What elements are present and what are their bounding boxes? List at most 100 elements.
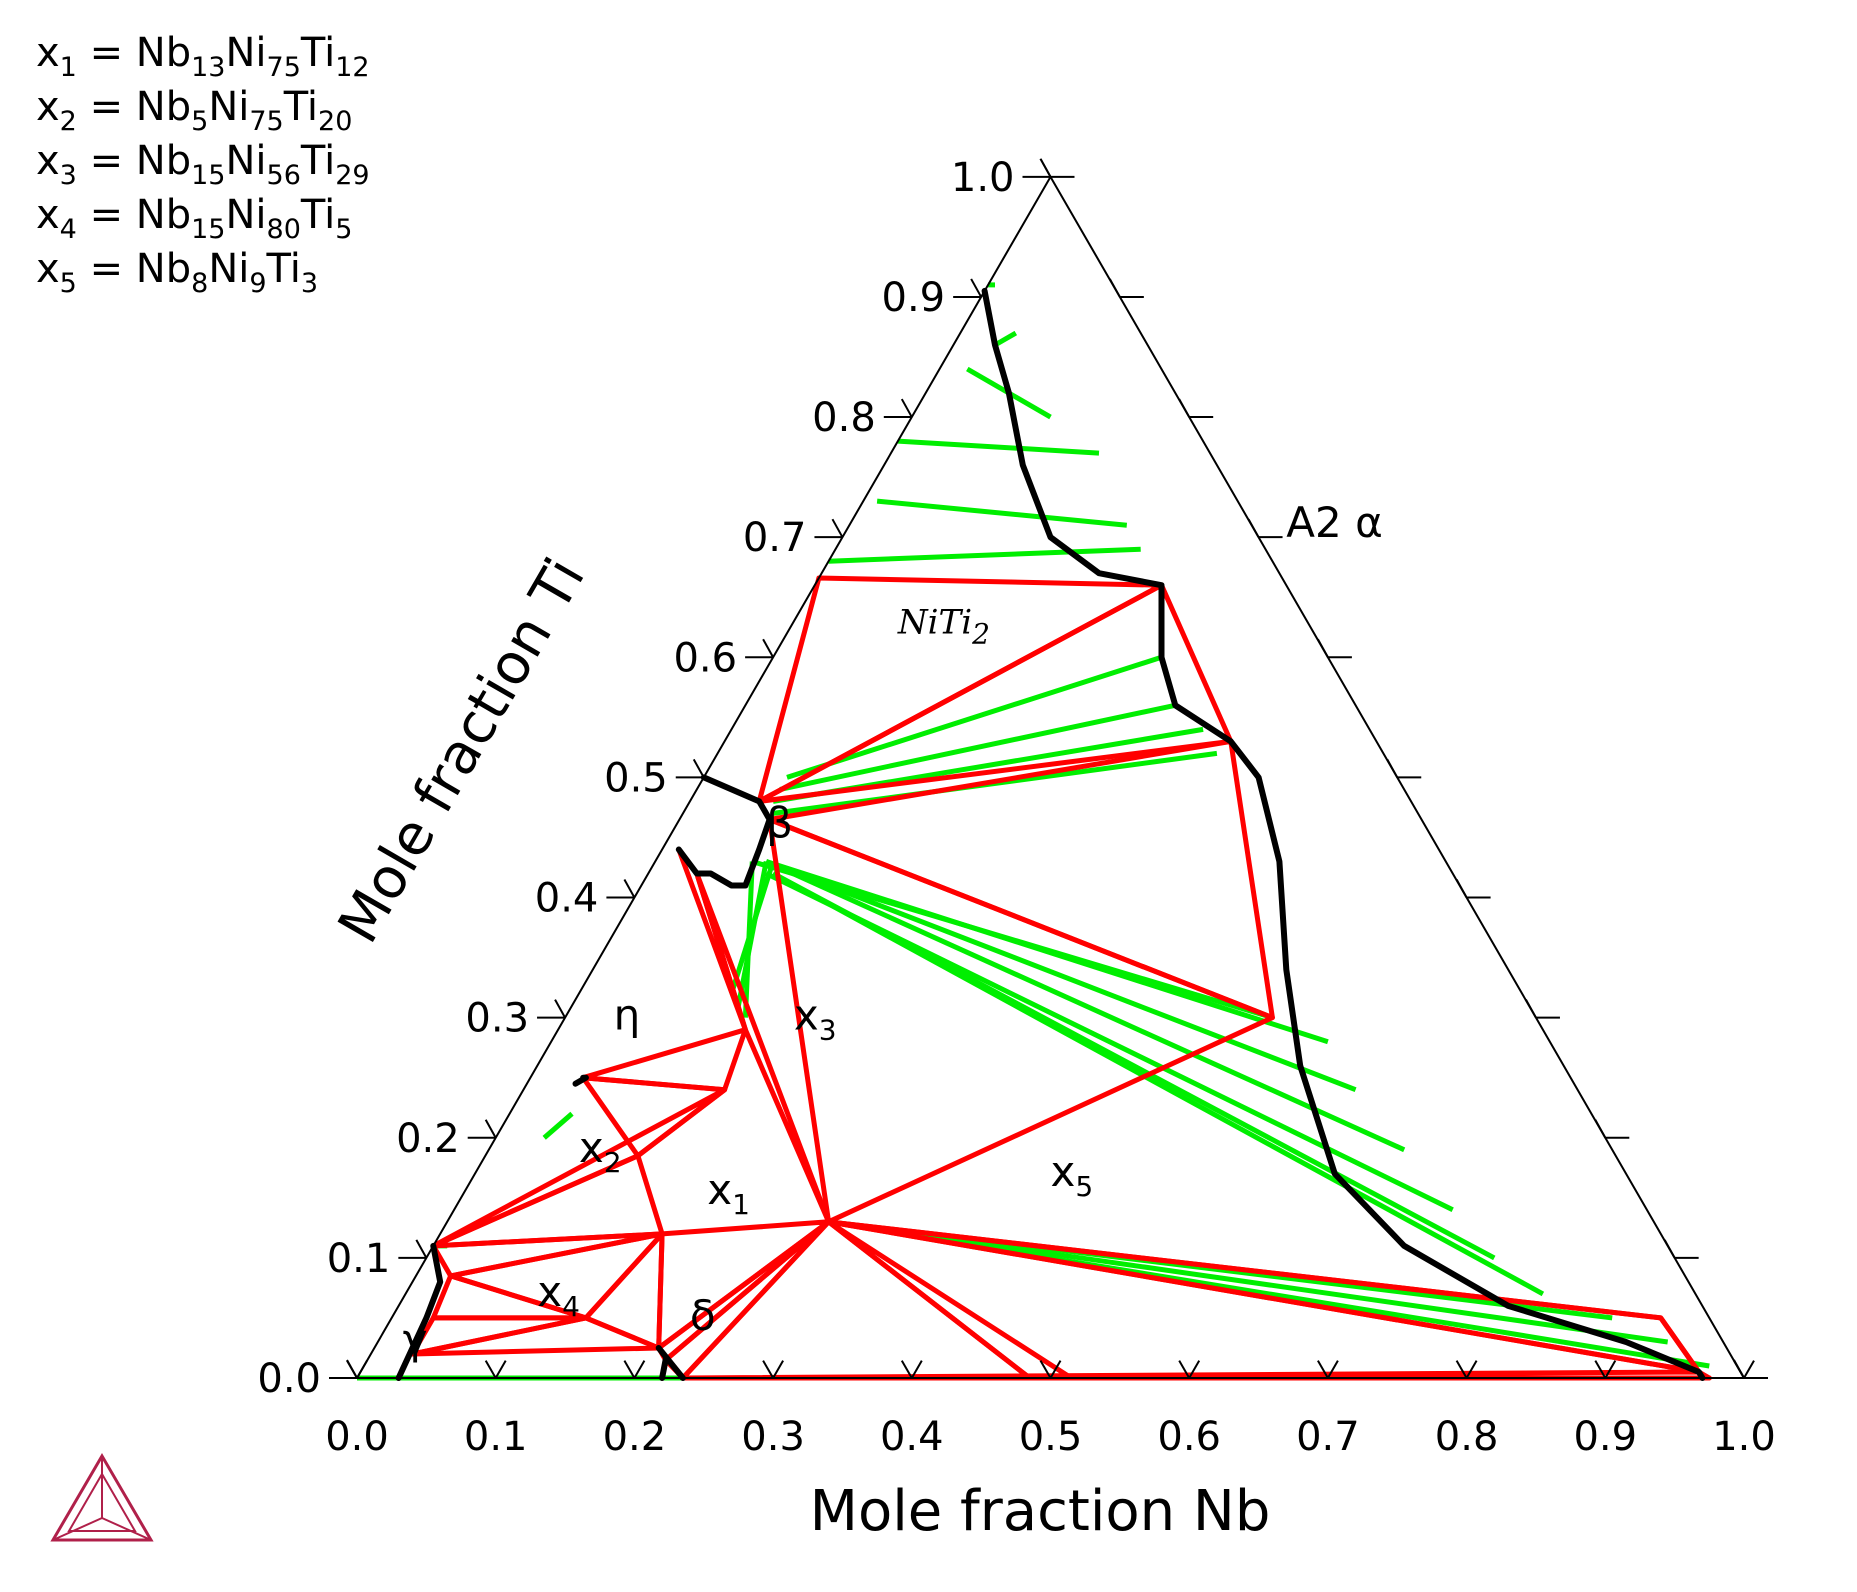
legend-x5: x5 = Nb8Ni9Ti3 <box>36 246 319 299</box>
x-tick-label: 0.2 <box>603 1414 667 1460</box>
tie-line <box>542 1111 574 1140</box>
y-tick-mark <box>346 1359 358 1379</box>
right-tick-mark <box>1594 1119 1607 1139</box>
y-tick-mark <box>554 999 566 1019</box>
tie-line <box>779 702 1176 792</box>
three-phase-triangle <box>583 1231 665 1351</box>
y-tick-mark <box>970 278 983 298</box>
x-tick-label: 0.9 <box>1573 1414 1637 1460</box>
y-tick-mark <box>900 398 913 418</box>
y-tick-mark <box>692 758 705 778</box>
right-tick-mark <box>1039 158 1052 178</box>
y-tick-mark <box>484 1119 497 1139</box>
tie-lines <box>357 282 1710 1381</box>
phase-label: δ <box>690 1291 716 1340</box>
y-tick-label: 0.0 <box>257 1356 321 1402</box>
tie-line <box>786 654 1163 780</box>
phase-label: x2 <box>579 1123 622 1179</box>
three-phase-triangle <box>756 582 1234 804</box>
x-tick-mark <box>1039 1360 1052 1379</box>
tie-line <box>729 860 776 995</box>
x-tick-label: 0.1 <box>464 1414 528 1460</box>
x-tick-mark <box>633 1360 646 1379</box>
tie-line <box>828 1219 1669 1345</box>
right-tick-mark <box>1663 1239 1676 1259</box>
x-tick-label: 0.5 <box>1019 1414 1083 1460</box>
right-tick-mark <box>1455 879 1468 899</box>
x-tick-mark <box>484 1360 497 1379</box>
right-tick-mark <box>1178 398 1191 418</box>
x-tick-label: 0.8 <box>1435 1414 1499 1460</box>
x-tick-mark <box>1455 1360 1468 1379</box>
right-tick-mark <box>1317 638 1329 658</box>
phase-label: x3 <box>794 991 837 1047</box>
y-tick-label: 0.2 <box>396 1116 460 1162</box>
y-tick-label: 0.8 <box>812 395 876 441</box>
right-tick-mark <box>1108 278 1121 298</box>
phase-label: NiTi2 <box>897 602 990 650</box>
x-tick-mark <box>910 1360 923 1379</box>
legend-x1: x1 = Nb13Ni75Ti12 <box>36 30 370 83</box>
x-tick-label: 1.0 <box>1712 1414 1776 1460</box>
right-tick-mark <box>1247 518 1260 538</box>
x-tick-mark <box>1604 1360 1617 1379</box>
x-tick-mark <box>1743 1360 1755 1379</box>
three-phase-triangle <box>694 871 832 1225</box>
tie-line <box>828 546 1141 564</box>
x-tick-mark <box>1594 1360 1607 1379</box>
right-tick-mark <box>1525 999 1537 1019</box>
x-tick-mark <box>1327 1360 1339 1379</box>
phase-label: x4 <box>537 1267 580 1323</box>
x-tick-mark <box>494 1360 507 1379</box>
legend-x2: x2 = Nb5Ni75Ti20 <box>36 84 353 137</box>
phase-boundaries <box>395 287 1706 1381</box>
x-tick-mark <box>623 1360 636 1379</box>
phase-boundary <box>675 774 773 889</box>
tie-line <box>765 859 1357 1093</box>
three-phase-triangle <box>430 1153 665 1249</box>
phase-boundary <box>395 1242 444 1381</box>
x-tick-label: 0.3 <box>741 1414 805 1460</box>
three-phase-triangle <box>410 1315 662 1357</box>
y-tick-mark <box>831 518 844 538</box>
x-tick-mark <box>356 1360 368 1379</box>
x-tick-label: 0.6 <box>1157 1414 1221 1460</box>
y-tick-mark <box>623 879 636 899</box>
right-tick-mark <box>1386 758 1399 778</box>
x-tick-mark <box>772 1360 784 1379</box>
x-tick-mark <box>1465 1360 1478 1379</box>
y-tick-label: 1.0 <box>951 155 1015 201</box>
x-tick-mark <box>1733 1360 1745 1379</box>
y-tick-label: 0.4 <box>535 876 599 922</box>
composition-legend: x1 = Nb13Ni75Ti12 x2 = Nb5Ni75Ti20 x3 = … <box>36 30 436 350</box>
y-tick-mark <box>415 1239 428 1259</box>
y-tick-label: 0.6 <box>673 635 737 681</box>
y-tick-label: 0.3 <box>465 996 529 1042</box>
phase-boundary <box>572 1074 589 1087</box>
legend-x3: x3 = Nb15Ni56Ti29 <box>36 138 370 191</box>
three-phase-triangle <box>826 1219 1702 1375</box>
phase-boundary <box>659 1357 669 1381</box>
phase-label: A2 α <box>1286 498 1383 547</box>
x-axis-title: Mole fraction Nb <box>810 1479 1271 1544</box>
x-tick-mark <box>1188 1360 1201 1379</box>
phase-label: η <box>614 991 641 1040</box>
y-tick-label: 0.1 <box>327 1236 391 1282</box>
x-tick-mark <box>762 1360 774 1379</box>
phase-boundary <box>981 287 1706 1381</box>
tie-line <box>771 871 1545 1297</box>
x-tick-label: 0.7 <box>1296 1414 1360 1460</box>
y-tick-mark <box>762 638 774 658</box>
thermo-calc-logo <box>50 1453 154 1542</box>
three-phase-triangle <box>767 817 1275 1225</box>
tie-line <box>765 859 1329 1045</box>
phase-boundary <box>655 1345 686 1381</box>
tie-line <box>765 859 1406 1153</box>
x-tick-mark <box>900 1360 913 1379</box>
phase-label: β <box>766 798 793 847</box>
phase-label: x5 <box>1051 1147 1094 1203</box>
phase-label: x1 <box>707 1165 750 1221</box>
y-tick-label: 0.5 <box>604 755 668 801</box>
y-tick-label: 0.9 <box>882 275 946 321</box>
